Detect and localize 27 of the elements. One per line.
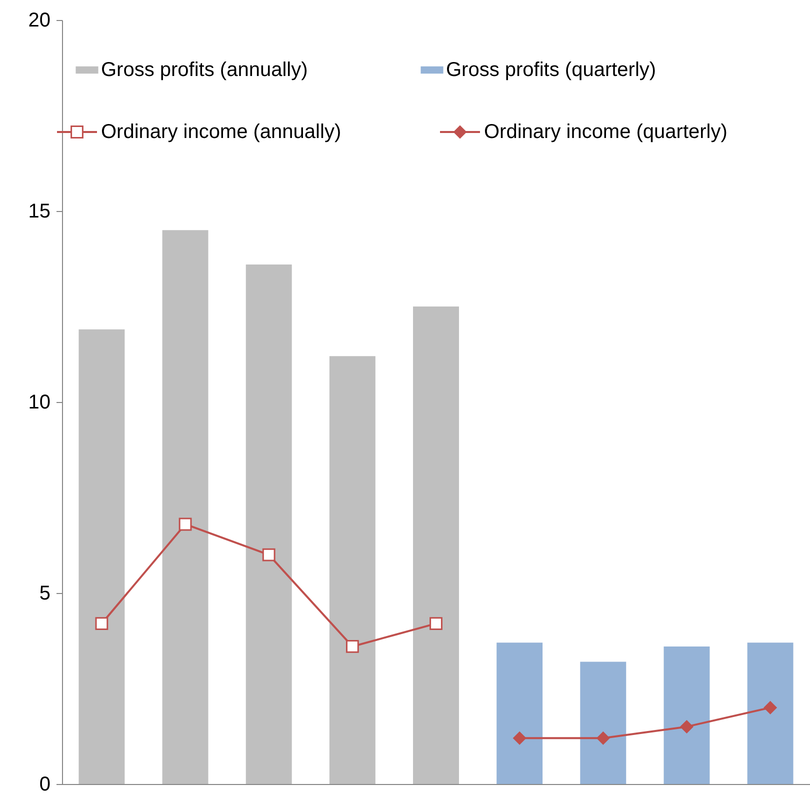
bar xyxy=(162,230,208,784)
point xyxy=(178,518,192,531)
y-tick-label: 15 xyxy=(28,200,50,222)
bar xyxy=(496,642,543,784)
point xyxy=(596,732,610,745)
point xyxy=(430,617,442,630)
bar xyxy=(413,306,459,784)
bar xyxy=(78,329,125,784)
point xyxy=(262,548,276,562)
legend-label: Ordinary income (quarterly) xyxy=(484,121,728,143)
point xyxy=(513,732,526,745)
bar xyxy=(246,264,292,784)
bar xyxy=(329,356,376,784)
point xyxy=(346,640,359,653)
y-tick-label: 10 xyxy=(28,392,50,414)
point xyxy=(95,617,108,630)
y-tick-label: 5 xyxy=(39,582,50,604)
bar xyxy=(580,662,626,784)
bar xyxy=(664,646,710,784)
y-tick-label: 20 xyxy=(28,10,50,32)
bar xyxy=(747,642,794,784)
point xyxy=(680,720,694,734)
legend-label: Gross profits (quarterly) xyxy=(446,59,656,81)
legend-label: Gross profits (annually) xyxy=(101,59,308,81)
point xyxy=(764,701,777,714)
y-tick-label: 0 xyxy=(39,774,50,796)
legend-label: Ordinary income (annually) xyxy=(101,121,342,143)
